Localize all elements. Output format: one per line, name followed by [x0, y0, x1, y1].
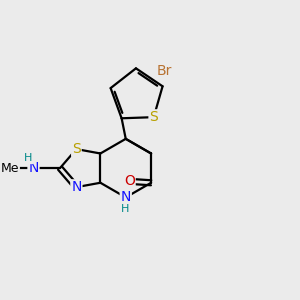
Text: N: N [71, 180, 82, 194]
Text: H: H [24, 153, 33, 164]
Text: O: O [124, 174, 135, 188]
Text: H: H [121, 204, 129, 214]
Text: S: S [72, 142, 81, 156]
Text: N: N [28, 161, 39, 175]
Text: Me: Me [1, 162, 19, 175]
Text: Br: Br [157, 64, 172, 78]
Text: S: S [149, 110, 158, 124]
Text: N: N [121, 190, 131, 204]
